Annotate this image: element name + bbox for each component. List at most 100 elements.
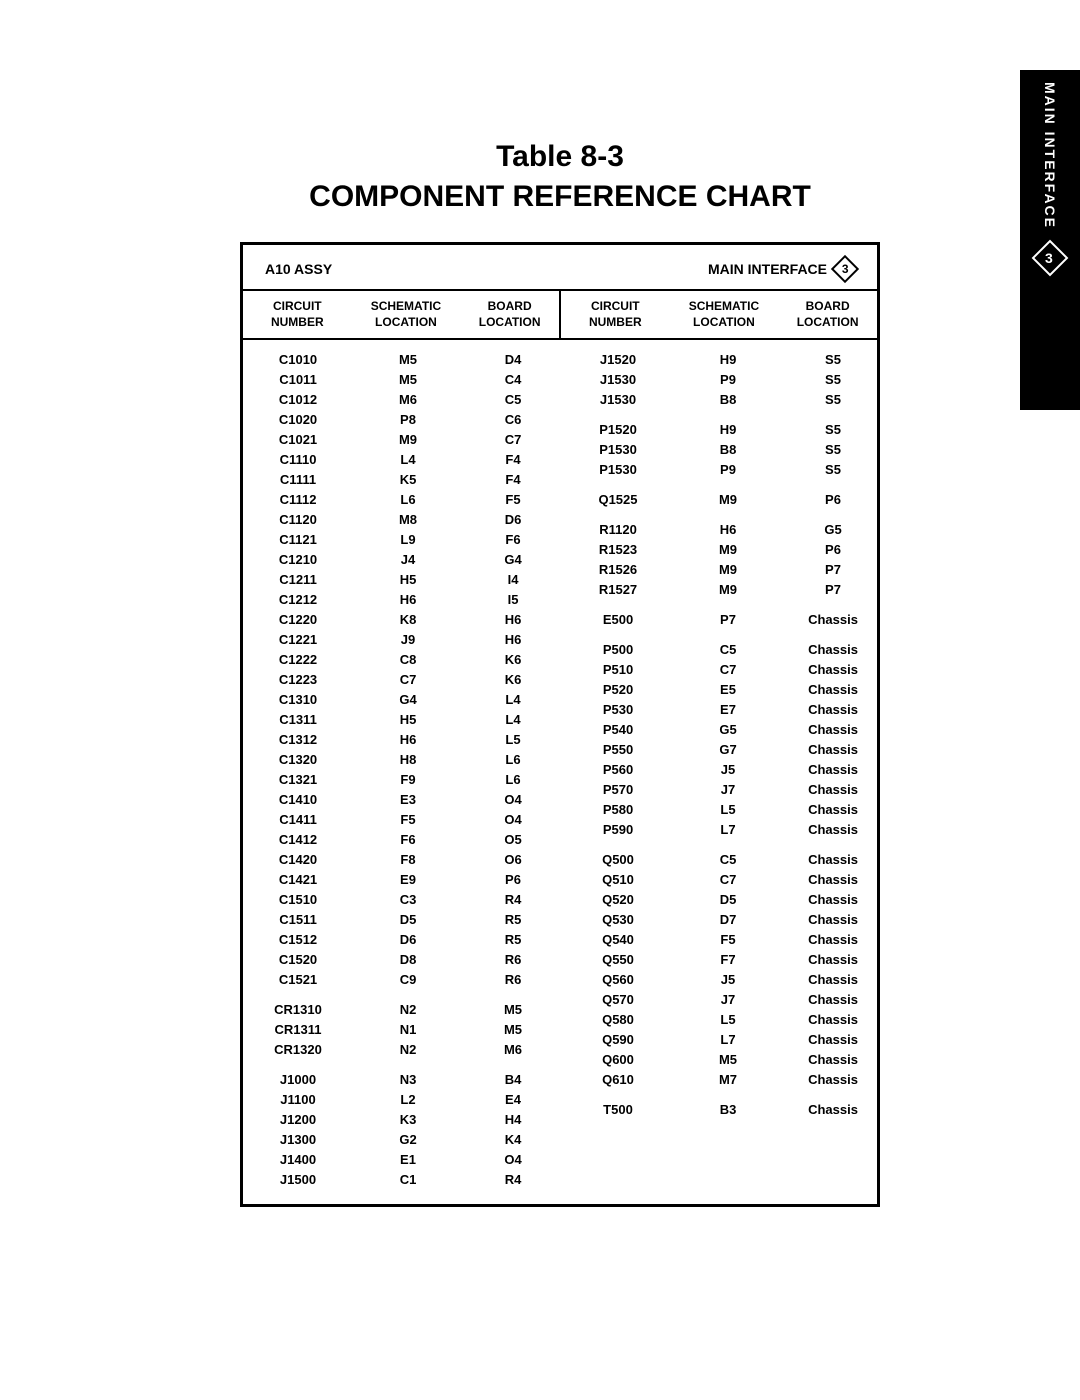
table-row: J1520H9S5: [563, 350, 883, 370]
table-row: Q510C7Chassis: [563, 870, 883, 890]
table-row: P1530B8S5: [563, 440, 883, 460]
cell-circuit: Q530: [563, 910, 673, 930]
cell-board: F4: [463, 470, 563, 490]
cell-board: S5: [783, 390, 883, 410]
cell-board: S5: [783, 460, 883, 480]
cell-board: Chassis: [783, 610, 883, 630]
cell-schematic: J9: [353, 630, 463, 650]
cell-board: Chassis: [783, 1010, 883, 1030]
cell-schematic: F7: [673, 950, 783, 970]
table-row: P520E5Chassis: [563, 680, 883, 700]
cell-board: Chassis: [783, 660, 883, 680]
cell-board: P6: [783, 540, 883, 560]
cell-board: L6: [463, 750, 563, 770]
cell-board: Chassis: [783, 1050, 883, 1070]
table-row: [243, 1060, 563, 1070]
cell-circuit: Q610: [563, 1070, 673, 1090]
table-row: C1021M9C7: [243, 430, 563, 450]
table-row: C1221J9H6: [243, 630, 563, 650]
cell-schematic: H6: [353, 730, 463, 750]
cell-schematic: H5: [353, 570, 463, 590]
cell-schematic: M9: [673, 580, 783, 600]
table-row: CR1310N2M5: [243, 1000, 563, 1020]
cell-circuit: Q560: [563, 970, 673, 990]
cell-schematic: H5: [353, 710, 463, 730]
cell-circuit: P590: [563, 820, 673, 840]
table-row: R1526M9P7: [563, 560, 883, 580]
cell-schematic: P9: [673, 370, 783, 390]
cell-schematic: D5: [353, 910, 463, 930]
table-row: [563, 630, 883, 640]
table-row: J1100L2E4: [243, 1090, 563, 1110]
cell-circuit: C1421: [243, 870, 353, 890]
cell-circuit: Q550: [563, 950, 673, 970]
table-row: Q1525M9P6: [563, 490, 883, 510]
table-row: P540G5Chassis: [563, 720, 883, 740]
cell-schematic: M9: [353, 430, 463, 450]
side-tab-badge: 3: [1032, 240, 1069, 277]
cell-board: C5: [463, 390, 563, 410]
cell-schematic: D5: [673, 890, 783, 910]
cell-schematic: N1: [353, 1020, 463, 1040]
table-row: Q560J5Chassis: [563, 970, 883, 990]
cell-schematic: G4: [353, 690, 463, 710]
cell-circuit: C1320: [243, 750, 353, 770]
cell-circuit: J1200: [243, 1110, 353, 1130]
cell-circuit: C1411: [243, 810, 353, 830]
cell-circuit: P1530: [563, 440, 673, 460]
cell-circuit: R1120: [563, 520, 673, 540]
header-schematic-r: SCHEMATICLOCATION: [670, 291, 779, 338]
cell-circuit: C1120: [243, 510, 353, 530]
table-row: J1300G2K4: [243, 1130, 563, 1150]
cell-schematic: P9: [673, 460, 783, 480]
cell-board: Chassis: [783, 950, 883, 970]
cell-circuit: C1512: [243, 930, 353, 950]
main-content: Table 8-3 COMPONENT REFERENCE CHART A10 …: [200, 140, 920, 1207]
table-row: C1211H5I4: [243, 570, 563, 590]
cell-schematic: C3: [353, 890, 463, 910]
cell-board: Chassis: [783, 820, 883, 840]
cell-circuit: C1312: [243, 730, 353, 750]
cell-board: S5: [783, 440, 883, 460]
cell-schematic: H9: [673, 350, 783, 370]
assy-header: A10 ASSY MAIN INTERFACE 3: [243, 245, 877, 289]
cell-circuit: P500: [563, 640, 673, 660]
table-title: COMPONENT REFERENCE CHART: [200, 180, 920, 214]
right-column: J1520H9S5J1530P9S5J1530B8S5P1520H9S5P153…: [563, 350, 883, 1190]
cell-circuit: C1021: [243, 430, 353, 450]
table-row: C1120M8D6: [243, 510, 563, 530]
table-row: Q590L7Chassis: [563, 1030, 883, 1050]
cell-schematic: G5: [673, 720, 783, 740]
table-row: CR1311N1M5: [243, 1020, 563, 1040]
cell-circuit: C1112: [243, 490, 353, 510]
cell-schematic: B3: [673, 1100, 783, 1120]
table-row: C1510C3R4: [243, 890, 563, 910]
table-row: R1120H6G5: [563, 520, 883, 540]
cell-circuit: Q600: [563, 1050, 673, 1070]
cell-schematic: F5: [353, 810, 463, 830]
cell-schematic: N2: [353, 1040, 463, 1060]
cell-circuit: Q590: [563, 1030, 673, 1050]
cell-board: S5: [783, 370, 883, 390]
cell-circuit: P530: [563, 700, 673, 720]
cell-circuit: C1520: [243, 950, 353, 970]
cell-board: Chassis: [783, 970, 883, 990]
cell-circuit: J1400: [243, 1150, 353, 1170]
cell-circuit: R1526: [563, 560, 673, 580]
cell-schematic: G7: [673, 740, 783, 760]
cell-board: Chassis: [783, 990, 883, 1010]
cell-board: Chassis: [783, 930, 883, 950]
cell-circuit: C1311: [243, 710, 353, 730]
cell-board: P6: [783, 490, 883, 510]
table-row: Q520D5Chassis: [563, 890, 883, 910]
table-row: Q580L5Chassis: [563, 1010, 883, 1030]
cell-schematic: C8: [353, 650, 463, 670]
cell-board: Chassis: [783, 760, 883, 780]
left-column: C1010M5D4C1011M5C4C1012M6C5C1020P8C6C102…: [243, 350, 563, 1190]
cell-schematic: H8: [353, 750, 463, 770]
cell-schematic: M7: [673, 1070, 783, 1090]
cell-board: K4: [463, 1130, 563, 1150]
table-row: C1312H6L5: [243, 730, 563, 750]
cell-board: R4: [463, 890, 563, 910]
cell-board: Chassis: [783, 780, 883, 800]
